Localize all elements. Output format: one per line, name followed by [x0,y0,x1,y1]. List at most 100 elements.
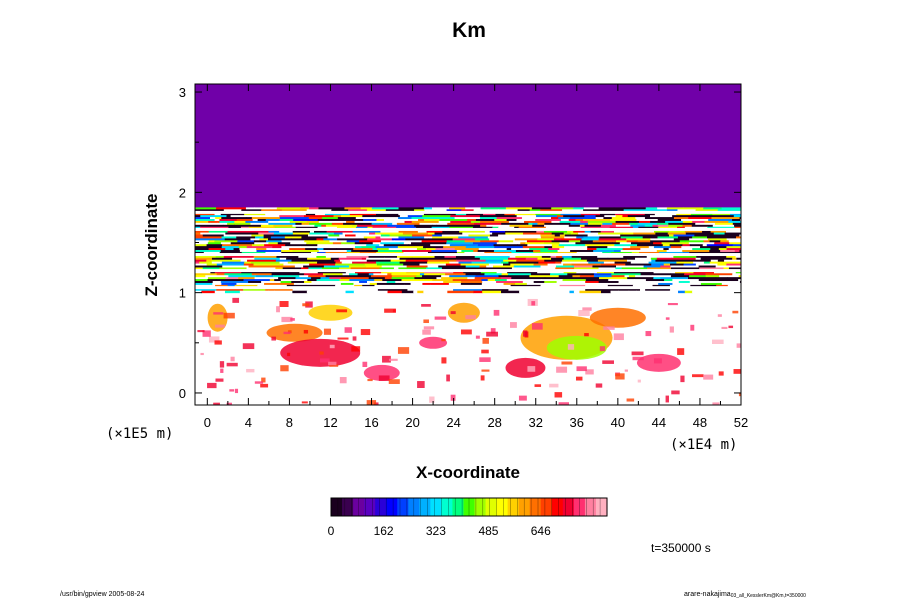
field-cell [377,248,390,251]
field-cell [379,244,385,247]
field-patch [669,326,674,333]
field-blob [308,304,353,321]
field-cell [273,232,294,236]
field-cell [702,244,708,247]
x-tick-label: 20 [405,415,419,430]
field-patch [417,381,425,388]
field-cell [254,242,269,245]
field-cell [424,273,441,276]
field-cell [226,215,232,218]
field-cell [417,290,424,294]
field-cell [456,259,487,263]
field-cell [195,220,209,224]
field-cell [703,261,711,265]
field-patch [576,366,587,372]
field-cell [292,290,308,294]
field-cell [225,248,235,251]
field-cell [503,263,511,267]
field-cell [376,282,399,286]
field-cell [562,259,588,263]
field-cell [597,259,628,263]
colorbar-swatch [551,498,564,516]
field-cell [250,238,260,241]
field-cell [595,215,605,218]
field-cell [399,261,428,265]
field-cell [721,207,741,210]
field-cell [622,232,634,236]
field-cell [678,281,691,284]
field-cell [550,255,557,259]
field-cell [369,282,378,286]
field-cell [666,250,683,253]
field-cell [707,257,733,261]
field-cell [624,288,641,292]
field-cell [407,215,423,218]
field-cell [682,244,691,247]
field-cell [195,265,223,268]
field-cell [323,238,338,241]
field-cell [621,267,648,270]
field-cell [688,242,715,245]
field-cell [281,240,305,243]
field-cell [535,213,561,216]
field-cell [540,250,559,253]
field-cell [275,259,292,263]
field-cell [246,267,276,270]
field-cell [739,234,741,237]
field-cell [346,250,352,253]
field-cell [655,259,683,263]
field-cell [734,224,741,228]
field-cell [224,238,251,241]
field-cell [599,236,622,239]
x-tick-label: 48 [693,415,707,430]
field-cell [620,250,647,253]
field-cell [447,222,475,226]
field-cell [678,288,696,292]
field-patch [665,317,670,320]
field-cell [342,232,370,236]
field-cell [246,242,255,245]
field-cell [619,242,632,245]
field-cell [316,279,341,282]
field-cell [532,290,556,294]
field-cell [355,234,382,237]
field-cell [501,222,529,226]
field-cell [477,244,495,247]
field-cell [444,232,463,236]
field-cell [555,263,564,267]
field-cell [401,279,424,282]
field-cell [364,263,378,267]
field-cell [579,275,595,278]
field-cell [280,281,292,284]
field-cell [291,238,317,241]
field-cell [667,209,678,212]
field-cell [716,284,729,288]
field-cell [689,281,701,284]
field-cell [434,290,448,294]
field-cell [432,224,438,228]
field-cell [388,248,418,251]
field-cell [330,257,340,261]
field-cell [562,209,584,212]
field-cell [728,240,741,243]
colorbar-swatch [430,498,442,516]
field-cell [697,220,705,224]
field-cell [571,263,602,267]
field-patch [279,301,289,307]
field-cell [248,281,262,284]
field-cell [660,277,689,280]
field-cell [195,232,201,236]
field-cell [375,246,399,249]
field-cell [726,277,741,280]
field-cell [253,240,267,243]
field-cell [339,267,352,270]
field-cell [536,215,558,218]
field-patch [223,312,235,319]
field-cell [380,234,391,237]
field-cell [341,288,352,292]
field-cell [501,273,509,276]
field-cell [551,244,560,247]
field-cell [583,236,600,239]
field-cell [581,257,595,261]
field-cell [305,248,318,251]
